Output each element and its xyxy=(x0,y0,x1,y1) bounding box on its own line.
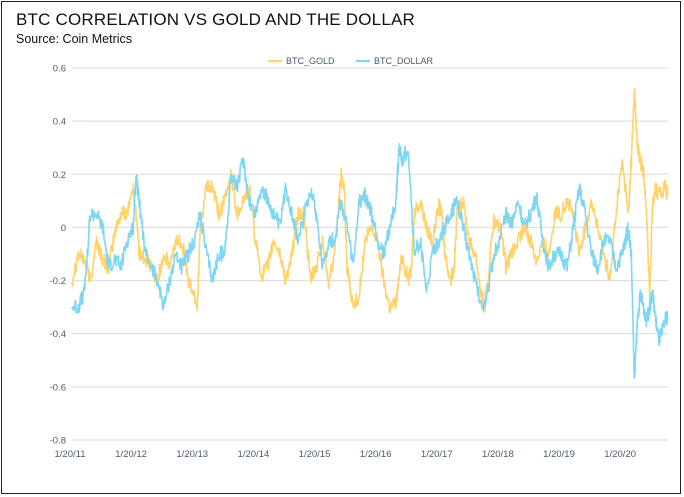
x-tick-label: 1/20/12 xyxy=(115,449,147,460)
x-tick-label: 1/20/18 xyxy=(482,449,514,460)
x-tick-label: 1/20/16 xyxy=(360,449,392,460)
y-tick-label: -0.6 xyxy=(50,382,66,393)
x-axis-ticks: 1/20/11 1/20/12 1/20/13 1/20/14 1/20/15 1/20/… xyxy=(55,449,637,460)
series-line-btc-gold xyxy=(71,88,669,314)
y-tick-label: 0.6 xyxy=(53,64,66,75)
x-tick-label: 1/20/13 xyxy=(176,449,208,460)
x-tick-label: 1/20/19 xyxy=(543,449,575,460)
y-tick-label: -0.4 xyxy=(50,329,66,340)
y-tick-label: 0 xyxy=(61,223,66,234)
legend-label: BTC_GOLD xyxy=(286,56,335,66)
x-tick-label: 1/20/17 xyxy=(421,449,453,460)
chart-subtitle: Source: Coin Metrics xyxy=(16,32,133,46)
y-axis-ticks: 0.6 0.4 0.2 0 -0.2 -0.4 -0.6 -0.8 xyxy=(50,64,66,447)
y-tick-label: -0.2 xyxy=(50,276,66,287)
legend: BTC_GOLD BTC_DOLLAR xyxy=(268,56,434,66)
y-tick-label: -0.8 xyxy=(50,436,66,447)
legend-label: BTC_DOLLAR xyxy=(374,56,434,66)
chart-title: BTC CORRELATION VS GOLD AND THE DOLLAR xyxy=(16,10,415,29)
x-tick-label: 1/20/14 xyxy=(238,449,270,460)
y-tick-label: 0.2 xyxy=(53,170,66,181)
series-lines xyxy=(71,88,669,379)
series-line-btc-dollar xyxy=(71,143,669,379)
y-tick-label: 0.4 xyxy=(53,117,66,128)
x-tick-label: 1/20/15 xyxy=(299,449,331,460)
x-tick-label: 1/20/11 xyxy=(55,449,86,460)
x-tick-label: 1/20/20 xyxy=(604,449,636,460)
